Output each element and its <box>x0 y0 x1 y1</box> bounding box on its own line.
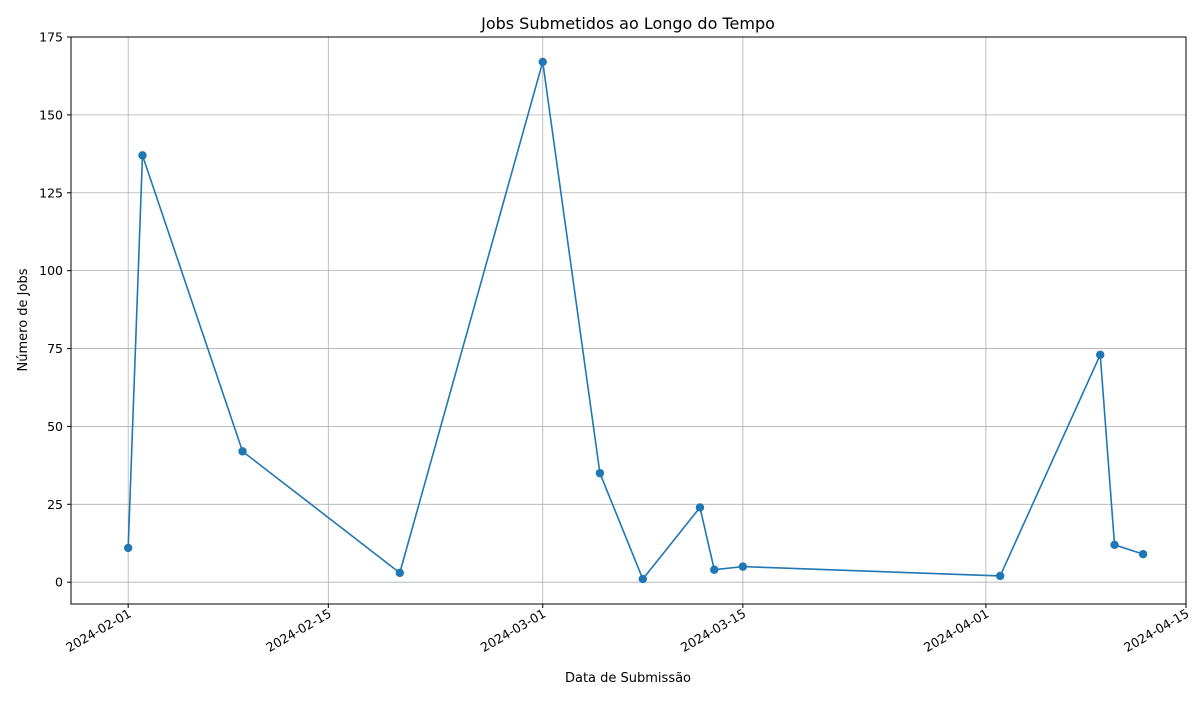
y-tick-label: 175 <box>39 30 63 45</box>
data-point-marker <box>995 571 1005 581</box>
y-tick-label: 25 <box>47 497 63 512</box>
data-point-marker <box>595 468 605 478</box>
y-axis-title: Número de Jobs <box>16 268 31 371</box>
data-point-marker <box>138 151 147 160</box>
data-point-marker <box>695 503 705 512</box>
y-tick-label: 125 <box>39 185 63 200</box>
x-tick-label: 2024-02-15 <box>263 606 333 655</box>
tick-layer: 2024-02-01 2024-02-15 2024-03-01 2024-03-15… <box>39 30 1191 655</box>
chart-title: Jobs Submetidos ao Longo do Tempo <box>480 14 775 33</box>
data-point-marker <box>638 574 647 584</box>
data-point-marker <box>395 568 404 578</box>
x-tick-label: 2024-04-15 <box>1121 606 1191 655</box>
data-point-marker <box>238 447 247 456</box>
plot-area-frame <box>70 36 1187 605</box>
y-tick-label: 100 <box>39 263 63 278</box>
x-tick-label: 2024-04-01 <box>921 606 991 655</box>
data-point-marker <box>738 562 748 571</box>
data-point-marker <box>1096 350 1105 359</box>
y-tick-label: 0 <box>55 575 63 590</box>
data-point-marker <box>123 543 133 553</box>
data-point-marker <box>1138 549 1148 559</box>
x-axis-title: Data de Submissão <box>565 671 691 686</box>
data-layer <box>123 57 1148 584</box>
y-tick-label: 150 <box>39 107 63 122</box>
x-tick-label: 2024-02-01 <box>63 606 133 655</box>
data-point-marker <box>1110 540 1119 550</box>
x-tick-label: 2024-03-01 <box>478 606 548 655</box>
x-tick-label: 2024-03-15 <box>678 606 748 655</box>
series-line <box>127 61 1144 580</box>
grid-layer <box>71 36 1187 604</box>
y-tick-label: 75 <box>47 341 63 356</box>
y-tick-label: 50 <box>47 419 63 434</box>
data-point-marker <box>710 565 719 574</box>
data-point-marker <box>538 57 547 67</box>
